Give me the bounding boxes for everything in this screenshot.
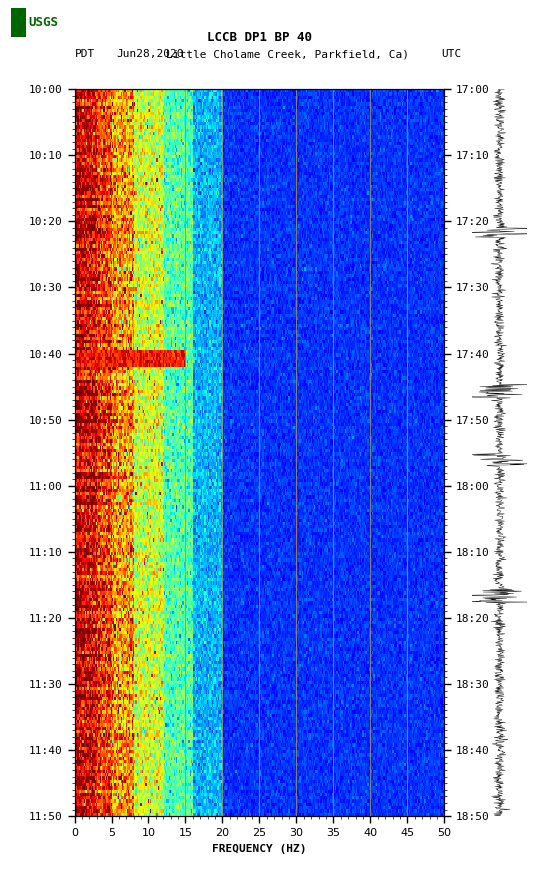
Text: USGS: USGS <box>29 16 59 29</box>
X-axis label: FREQUENCY (HZ): FREQUENCY (HZ) <box>212 844 307 854</box>
FancyBboxPatch shape <box>11 8 26 37</box>
Text: LCCB DP1 BP 40: LCCB DP1 BP 40 <box>207 31 312 45</box>
Text: UTC: UTC <box>442 49 462 59</box>
Text: Jun28,2020: Jun28,2020 <box>116 49 183 59</box>
Text: PDT: PDT <box>75 49 95 59</box>
Text: Little Cholame Creek, Parkfield, Ca): Little Cholame Creek, Parkfield, Ca) <box>166 49 408 59</box>
